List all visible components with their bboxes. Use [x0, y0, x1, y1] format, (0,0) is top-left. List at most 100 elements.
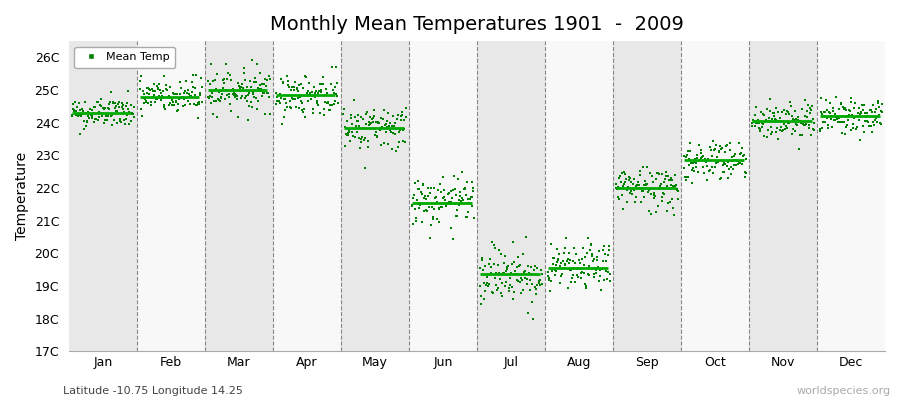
Point [558, 245, 572, 251]
Bar [69, 41, 137, 351]
Point [488, 245, 502, 251]
Point [354, 114, 368, 120]
Point [177, 90, 192, 97]
Point [714, 146, 728, 152]
Point [634, 199, 649, 205]
Point [661, 173, 675, 179]
Point [202, 81, 217, 87]
Point [532, 280, 546, 286]
Point [370, 132, 384, 139]
Point [295, 108, 310, 115]
Point [242, 103, 256, 110]
Point [648, 208, 662, 215]
Point [183, 93, 197, 100]
Point [73, 107, 87, 113]
Point [476, 279, 491, 286]
Point [554, 272, 569, 279]
Point [596, 247, 610, 254]
Point [340, 118, 355, 124]
Point [767, 110, 781, 116]
Point [292, 82, 307, 88]
Point [822, 109, 836, 115]
Point [123, 118, 138, 124]
Point [212, 97, 226, 103]
Point [254, 88, 268, 94]
Point [133, 78, 148, 84]
Point [373, 124, 387, 131]
Point [444, 224, 458, 231]
Point [291, 88, 305, 95]
Point [257, 76, 272, 82]
Point [325, 64, 339, 70]
Point [757, 112, 771, 118]
Point [659, 173, 673, 179]
Point [772, 118, 787, 124]
Point [346, 97, 361, 103]
Point [686, 165, 700, 171]
Point [495, 293, 509, 299]
Point [179, 94, 194, 101]
Point [482, 271, 496, 277]
Point [79, 118, 94, 125]
Point [408, 180, 422, 186]
Point [847, 105, 861, 111]
Point [860, 117, 874, 124]
Point [90, 98, 104, 105]
Point [369, 134, 383, 140]
Point [356, 137, 371, 143]
Point [816, 119, 831, 125]
Point [207, 98, 221, 104]
Point [287, 87, 302, 93]
Point [117, 108, 131, 115]
Point [326, 86, 340, 93]
Point [760, 106, 774, 112]
Point [565, 275, 580, 281]
Point [213, 98, 228, 105]
Point [586, 258, 600, 264]
Point [416, 181, 430, 187]
Point [167, 91, 182, 97]
Point [634, 168, 648, 174]
Point [731, 158, 745, 164]
Point [794, 132, 808, 138]
Point [863, 107, 878, 113]
Point [484, 239, 499, 245]
Point [853, 111, 868, 118]
Point [621, 173, 635, 180]
Point [146, 94, 160, 100]
Point [275, 80, 290, 86]
Point [430, 187, 445, 193]
Point [436, 173, 450, 180]
Point [248, 78, 263, 85]
Point [626, 176, 641, 182]
Point [238, 93, 253, 99]
Point [239, 84, 254, 90]
Point [396, 127, 410, 133]
Point [657, 179, 671, 185]
Point [557, 264, 572, 271]
Point [181, 97, 195, 104]
Point [788, 128, 802, 135]
Point [579, 282, 593, 289]
Point [780, 120, 795, 126]
Point [734, 150, 748, 156]
Point [534, 267, 548, 273]
Point [827, 110, 842, 117]
Point [161, 102, 176, 109]
Point [670, 196, 685, 202]
Point [222, 94, 237, 100]
Point [527, 267, 542, 273]
Point [317, 112, 331, 118]
Point [281, 78, 295, 84]
Point [389, 148, 403, 154]
Point [84, 112, 98, 118]
Point [94, 96, 108, 102]
Point [823, 100, 837, 106]
Point [838, 131, 852, 137]
Point [714, 175, 728, 181]
Point [682, 156, 697, 162]
Point [255, 93, 269, 100]
Point [788, 116, 803, 122]
Point [656, 190, 670, 196]
Point [445, 188, 459, 194]
